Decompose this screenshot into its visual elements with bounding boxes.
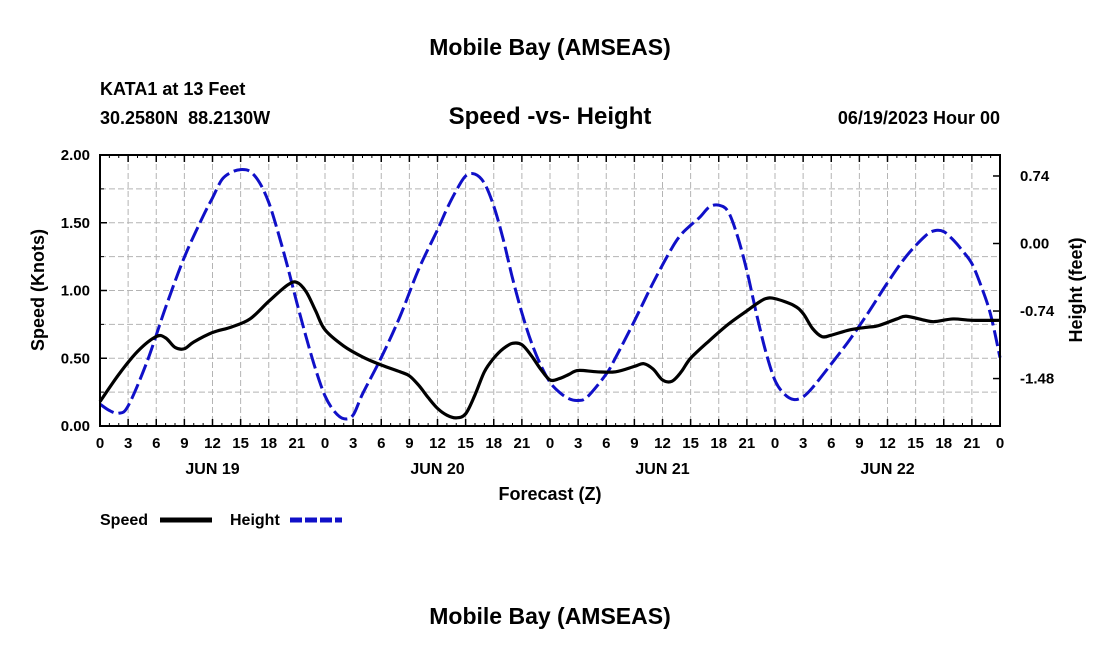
speed-series-line xyxy=(98,280,1001,420)
x-tick-label: 6 xyxy=(152,435,160,452)
x-tick-label: 15 xyxy=(457,435,474,452)
x-tick-label: 9 xyxy=(855,435,863,452)
x-tick-label: 6 xyxy=(602,435,610,452)
x-tick-labels: 0 3 6 9 12 15 18 21 0 3 6 9 12 15 18 21 0 3 6 9 12 15 18 21 0 3 6 9… xyxy=(96,435,1004,478)
x-tick-label: 9 xyxy=(630,435,638,452)
x-tick-label: 0 xyxy=(546,435,554,452)
x-tick-label: 12 xyxy=(879,435,896,452)
x-tick-label: 18 xyxy=(710,435,727,452)
x-tick-label: 21 xyxy=(964,435,981,452)
x-tick-label: 21 xyxy=(514,435,531,452)
x-tick-label: 3 xyxy=(574,435,582,452)
y2-tick-label: -1.48 xyxy=(1020,371,1054,388)
y-tick-labels: 0.00 0.50 1.00 1.50 2.00 0.74 0.00 -0.74 -1.48 xyxy=(61,147,1055,435)
legend-height-label: Height xyxy=(230,512,280,529)
x-tick-label: 21 xyxy=(739,435,756,452)
page-title: Mobile Bay (AMSEAS) xyxy=(429,34,671,60)
x-tick-label: 15 xyxy=(907,435,924,452)
grid-lines xyxy=(100,155,1000,426)
y-tick-label: 1.50 xyxy=(61,215,90,232)
y-tick-label: 0.00 xyxy=(61,418,90,435)
legend-speed-label: Speed xyxy=(100,512,148,529)
x-tick-label: 3 xyxy=(349,435,357,452)
x-tick-label: 18 xyxy=(485,435,502,452)
station-coords: 30.2580N 88.2130W xyxy=(100,108,270,128)
x-tick-label: 0 xyxy=(996,435,1004,452)
x-tick-label: 15 xyxy=(232,435,249,452)
x-tick-label: 0 xyxy=(771,435,779,452)
x-tick-label: 18 xyxy=(935,435,952,452)
y2-axis-label: Height (feet) xyxy=(1066,238,1086,343)
y-axis-label: Speed (Knots) xyxy=(28,229,48,351)
day-label: JUN 20 xyxy=(410,461,464,478)
x-tick-label: 15 xyxy=(682,435,699,452)
station-label: KATA1 at 13 Feet xyxy=(100,79,245,99)
x-tick-label: 0 xyxy=(321,435,329,452)
tick-marks xyxy=(99,154,1001,427)
day-label: JUN 22 xyxy=(860,461,914,478)
series-group xyxy=(98,168,1002,421)
x-tick-label: 21 xyxy=(289,435,306,452)
x-tick-label: 12 xyxy=(654,435,671,452)
x-tick-label: 3 xyxy=(124,435,132,452)
y-tick-label: 0.50 xyxy=(61,350,90,367)
day-label: JUN 21 xyxy=(635,461,689,478)
x-tick-label: 12 xyxy=(204,435,221,452)
x-tick-label: 18 xyxy=(260,435,277,452)
legend: Speed Height xyxy=(100,512,342,529)
y2-tick-label: 0.74 xyxy=(1020,168,1050,185)
x-tick-label: 12 xyxy=(429,435,446,452)
y-tick-label: 1.00 xyxy=(61,283,90,300)
y-tick-label: 2.00 xyxy=(61,147,90,164)
x-tick-label: 9 xyxy=(180,435,188,452)
x-axis-label: Forecast (Z) xyxy=(498,484,601,504)
day-label: JUN 19 xyxy=(185,461,239,478)
height-series-line xyxy=(99,168,1002,421)
x-tick-label: 6 xyxy=(827,435,835,452)
footer-title: Mobile Bay (AMSEAS) xyxy=(429,603,671,629)
chart-title: Speed -vs- Height xyxy=(449,103,652,130)
x-tick-label: 6 xyxy=(377,435,385,452)
x-tick-label: 0 xyxy=(96,435,104,452)
y2-tick-label: -0.74 xyxy=(1020,303,1055,320)
forecast-datetime: 06/19/2023 Hour 00 xyxy=(838,108,1000,128)
x-tick-label: 9 xyxy=(405,435,413,452)
y2-tick-label: 0.00 xyxy=(1020,236,1049,253)
x-tick-label: 3 xyxy=(799,435,807,452)
